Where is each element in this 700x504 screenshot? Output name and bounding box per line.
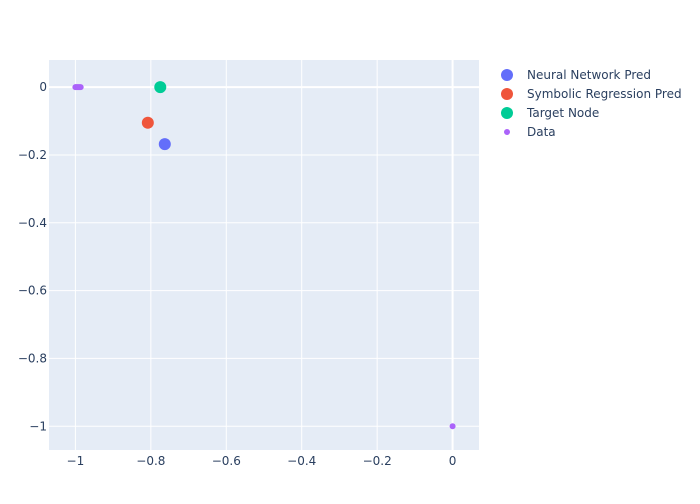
legend-marker <box>504 129 510 135</box>
x-tick-label: −0.6 <box>212 454 241 468</box>
legend-label: Symbolic Regression Pred <box>527 87 682 101</box>
grid-lines <box>49 60 479 450</box>
plot-area <box>49 60 479 450</box>
legend-marker <box>501 88 513 100</box>
legend-item[interactable]: Symbolic Regression Pred <box>501 87 682 101</box>
y-tick-label: −0.4 <box>18 216 47 230</box>
legend-item[interactable]: Target Node <box>501 106 599 120</box>
y-tick-label: −0.6 <box>18 284 47 298</box>
data-point <box>141 116 154 129</box>
data-point <box>449 423 456 430</box>
x-tick-label: −0.8 <box>136 454 165 468</box>
x-tick-label: 0 <box>449 454 457 468</box>
x-tick-label: −0.4 <box>287 454 316 468</box>
legend-marker <box>501 69 513 81</box>
x-tick-label: −1 <box>67 454 85 468</box>
legend-item[interactable]: Data <box>504 125 556 139</box>
legend-item[interactable]: Neural Network Pred <box>501 68 651 82</box>
data-points <box>72 81 456 430</box>
y-tick-label: −0.8 <box>18 351 47 365</box>
y-tick-label: 0 <box>39 80 47 94</box>
x-tick-label: −0.2 <box>363 454 392 468</box>
legend-label: Data <box>527 125 556 139</box>
y-tick-label: −1 <box>29 419 47 433</box>
legend-label: Neural Network Pred <box>527 68 651 82</box>
data-point <box>77 84 84 91</box>
tick-labels: −1 −0.8 −0.6 −0.4 −0.2 0 0 −0.2 −0.4 −0.6 −0.8 −1 <box>18 80 457 468</box>
legend[interactable]: Neural Network Pred Symbolic Regression P… <box>501 68 682 139</box>
data-point <box>154 81 167 94</box>
legend-label: Target Node <box>526 106 599 120</box>
legend-marker <box>501 107 513 119</box>
y-tick-label: −0.2 <box>18 148 47 162</box>
data-point <box>158 138 171 151</box>
